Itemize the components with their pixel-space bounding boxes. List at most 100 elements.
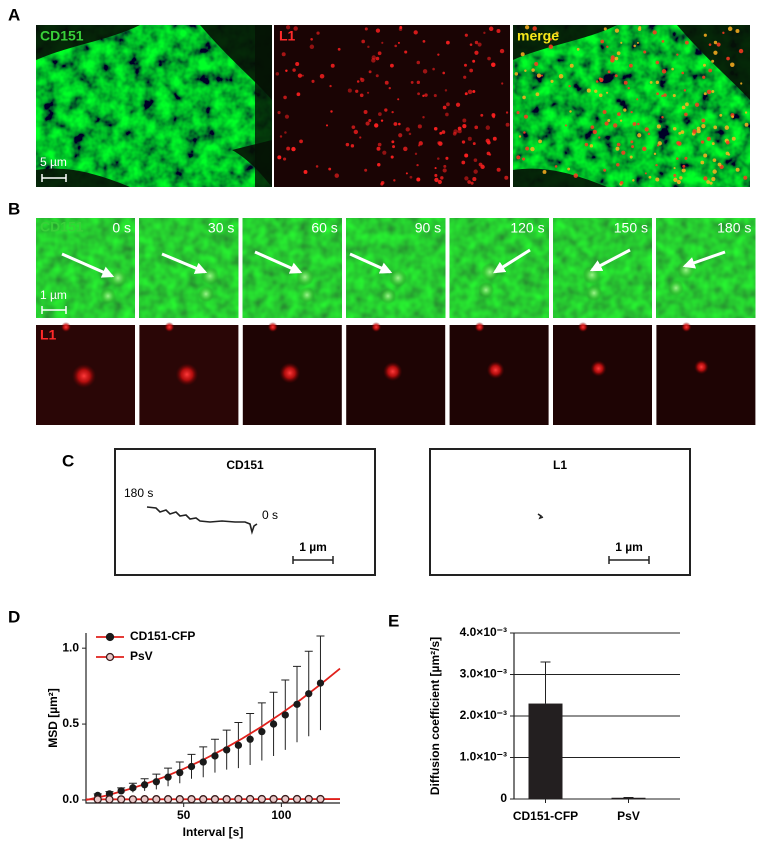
fluorescent-spot (378, 112, 382, 117)
fluorescent-spot (632, 122, 637, 126)
panel-label: D (8, 607, 20, 626)
fluorescent-spot (703, 153, 708, 158)
time-label: 150 s (614, 220, 648, 236)
fluorescent-spot (417, 144, 421, 147)
fluorescent-spot (461, 140, 466, 144)
fluorescent-spot (414, 152, 418, 156)
fluorescent-spot (417, 92, 420, 96)
fluorescent-spot (434, 177, 439, 183)
fluorescent-spot (712, 158, 717, 162)
fluorescent-spot (684, 156, 688, 160)
fluorescent-spot (598, 136, 601, 139)
fluorescent-spot (590, 125, 595, 130)
fluorescent-spot (656, 92, 659, 96)
data-point (292, 794, 302, 804)
fluorescent-spot (377, 163, 381, 167)
fluorescent-spot (703, 33, 707, 37)
fluorescent-spot (730, 62, 735, 67)
time-label: 90 s (415, 220, 441, 236)
fluorescent-spot (361, 39, 366, 44)
fluorescent-spot (416, 163, 419, 167)
fluorescent-spot (549, 38, 552, 41)
fluorescent-spot (724, 125, 730, 130)
arrow (492, 248, 531, 274)
data-point (234, 741, 243, 749)
fluorescent-spot (621, 150, 626, 155)
fluorescent-spot (619, 180, 624, 185)
fluorescent-spot (542, 170, 547, 174)
fluorescent-spot (717, 162, 722, 167)
vesicle (590, 360, 607, 377)
fluorescent-spot (514, 72, 519, 76)
fluorescent-spot (328, 167, 332, 171)
fluorescent-spot (632, 179, 635, 182)
fluorescent-spot (281, 52, 286, 57)
y-tick-label: 0.5 (62, 716, 79, 730)
fluorescent-spot (644, 172, 647, 175)
fluorescent-spot (744, 122, 749, 127)
fluorescent-spot (550, 79, 554, 83)
fluorescent-spot (501, 82, 504, 85)
fluorescent-spot (702, 75, 706, 79)
fluorescent-spot (467, 180, 471, 184)
fluorescent-spot (457, 129, 462, 134)
fluorescent-spot (284, 131, 287, 134)
image-l1 (274, 25, 510, 187)
legend-marker (105, 632, 115, 642)
fluorescent-spot (492, 115, 496, 119)
fluorescent-spot (283, 95, 287, 100)
fluorescent-spot (703, 92, 707, 96)
vesicle (474, 322, 485, 332)
fluorescent-spot (685, 102, 689, 107)
fluorescent-spot (464, 33, 468, 37)
data-point (199, 758, 207, 766)
fluorescent-spot (684, 112, 688, 117)
fluorescent-spot (607, 70, 611, 74)
fluorescent-spot (661, 69, 667, 74)
fluorescent-spot (375, 56, 380, 61)
fluorescent-spot (719, 113, 723, 117)
fluorescent-spot (405, 172, 408, 175)
fluorescent-spot (364, 168, 368, 172)
fluorescent-spot (380, 180, 385, 185)
fluorescent-spot (434, 167, 437, 170)
fluorescent-spot (441, 130, 446, 134)
vesicle (486, 361, 505, 379)
fluorescent-spot (535, 92, 540, 97)
fluorescent-spot (711, 59, 715, 63)
scale-bar-label: 1 µm (40, 288, 67, 302)
fluorescent-spot (681, 71, 685, 75)
data-point (199, 795, 208, 804)
fluorescent-spot (397, 98, 400, 101)
data-point (316, 679, 325, 687)
fluorescent-spot (595, 80, 599, 83)
fluorescent-spot (701, 123, 706, 129)
data-point (281, 711, 289, 719)
fluorescent-spot (325, 124, 329, 127)
data-point (140, 781, 149, 789)
fluorescent-spot (663, 93, 667, 97)
fluorescent-spot (355, 89, 359, 93)
x-tick-label: PsV (617, 809, 640, 823)
fluorescent-spot (518, 135, 522, 138)
fluorescent-spot (404, 50, 408, 54)
data-point (187, 795, 196, 804)
fluorescent-spot (329, 84, 332, 88)
fluorescent-spot (286, 146, 291, 151)
data-point (164, 773, 172, 781)
fluorescent-spot (444, 89, 448, 92)
fluorescent-spot (398, 122, 401, 126)
fluorescent-spot (365, 121, 370, 126)
vesicle (383, 361, 403, 382)
fluorescent-spot (661, 116, 664, 119)
fluorescent-spot (315, 165, 319, 168)
arrow (589, 248, 631, 272)
fluorescent-spot (613, 123, 618, 128)
fluorescent-spot (594, 89, 598, 93)
fluorescent-spot (735, 28, 740, 33)
track-title: CD151 (226, 458, 264, 472)
fluorescent-spot (692, 129, 697, 134)
fluorescent-spot (708, 68, 713, 73)
data-point (105, 795, 114, 804)
fluorescent-spot (701, 118, 706, 123)
